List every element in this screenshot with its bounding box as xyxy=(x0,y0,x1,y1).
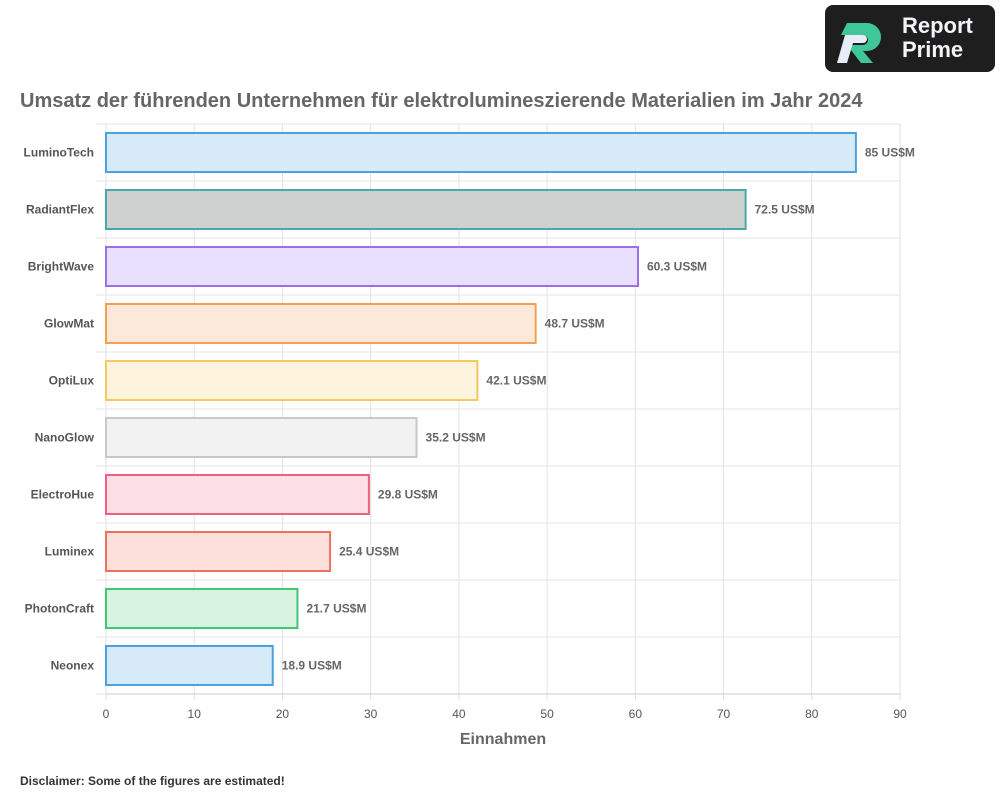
bar-brightwave xyxy=(105,246,639,287)
x-tick-label: 0 xyxy=(103,707,110,721)
y-tick-label: OptiLux xyxy=(49,374,95,388)
data-label: 29.8 US$M xyxy=(378,488,438,502)
report-prime-logo: Report Prime xyxy=(825,5,995,72)
bar-optilux xyxy=(105,360,479,401)
y-tick-label: NanoGlow xyxy=(35,431,95,445)
x-tick-label: 20 xyxy=(276,707,290,721)
logo-icon xyxy=(837,23,881,63)
x-tick-label: 10 xyxy=(188,707,202,721)
x-tick-label: 90 xyxy=(893,707,907,721)
bar-neonex xyxy=(105,645,274,686)
x-tick-label: 60 xyxy=(629,707,643,721)
logo-line1: Report xyxy=(902,13,973,38)
y-tick-label: Luminex xyxy=(45,545,95,559)
bar-electrohue xyxy=(105,474,370,515)
disclaimer: Disclaimer: Some of the figures are esti… xyxy=(20,774,285,788)
x-tick-label: 50 xyxy=(540,707,554,721)
data-label: 42.1 US$M xyxy=(486,374,546,388)
data-label: 48.7 US$M xyxy=(545,317,605,331)
data-label: 85 US$M xyxy=(865,146,915,160)
x-tick-label: 80 xyxy=(805,707,819,721)
y-tick-label: RadiantFlex xyxy=(26,203,94,217)
x-axis-title: Einnahmen xyxy=(460,731,546,748)
y-tick-label: PhotonCraft xyxy=(25,602,94,616)
bar-luminex xyxy=(105,531,332,572)
logo-line2: Prime xyxy=(902,37,964,62)
x-tick-label: 70 xyxy=(717,707,731,721)
bar-luminotech xyxy=(105,132,857,173)
data-label: 21.7 US$M xyxy=(306,602,366,616)
y-tick-label: GlowMat xyxy=(44,317,94,331)
data-label: 18.9 US$M xyxy=(282,659,342,673)
chart-title: Umsatz der führenden Unternehmen für ele… xyxy=(20,90,863,112)
data-label: 35.2 US$M xyxy=(426,431,486,445)
y-tick-label: BrightWave xyxy=(28,260,95,274)
x-tick-label: 30 xyxy=(364,707,378,721)
y-tick-label: LuminoTech xyxy=(24,146,94,160)
bar-radiantflex xyxy=(105,189,747,230)
bar-glowmat xyxy=(105,303,537,344)
y-tick-label: ElectroHue xyxy=(31,488,95,502)
bar-photoncraft xyxy=(105,588,299,629)
data-label: 60.3 US$M xyxy=(647,260,707,274)
data-label: 72.5 US$M xyxy=(755,203,815,217)
x-tick-label: 40 xyxy=(452,707,466,721)
y-tick-label: Neonex xyxy=(51,659,95,673)
bar-nanoglow xyxy=(105,417,418,458)
data-label: 25.4 US$M xyxy=(339,545,399,559)
